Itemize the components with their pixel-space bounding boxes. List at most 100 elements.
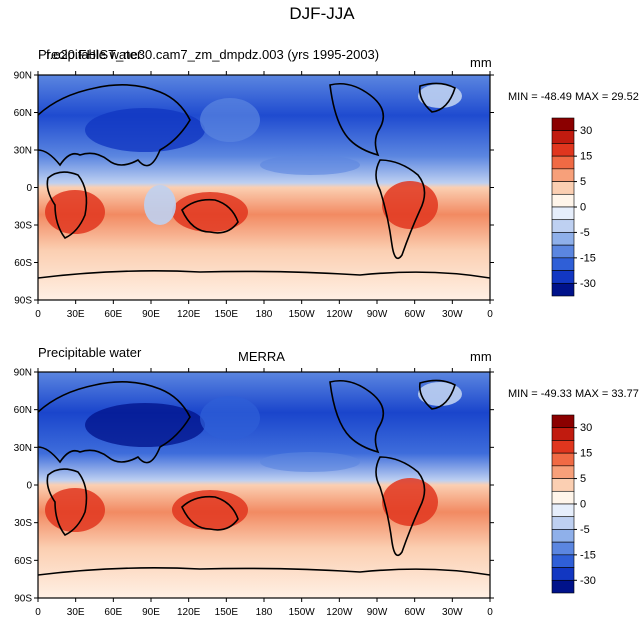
panel1-colorbar-box [551,244,575,259]
panel1-minmax: MIN = -48.49 MAX = 29.52 [508,91,639,103]
panel1-colorbar-box [551,181,575,195]
panel1-colorbar-box [551,206,575,221]
panel2-lon-label: 90W [367,607,388,618]
panel2-lat-label: 30N [14,443,32,454]
panel1-lon-label: 90W [367,309,388,320]
panel2-center-title: MERRA [238,349,285,364]
panel1-colorbar-label: 0 [580,202,586,214]
panel2-colorbar-box [551,465,575,479]
panel1-colorbar-box [551,143,575,157]
panel2-lon-label: 60E [104,607,122,618]
panel2-lon-label: 30W [442,607,463,618]
panel1-left-title: Precipitable water [38,47,142,62]
panel1-colorbar-box [551,257,575,271]
panel2-lon-label: 150W [289,607,316,618]
panel2-colorbar-label: 0 [580,499,586,511]
panel1-lon-label: 120E [177,309,201,320]
panel1-colorbar-box [551,193,575,208]
panel1-colorbar-box [551,130,575,144]
panel1-colorbar-box [551,155,575,170]
panel2-units: mm [470,349,492,364]
panel2-lon-label: 30E [67,607,85,618]
panel2-colorbar-label: 15 [580,448,592,460]
panel2-colorbar-box [551,490,575,505]
panel1-lon-label: 30W [442,309,463,320]
panel1-colorbar-box [551,270,575,284]
panel2-lat-label: 90N [14,368,32,379]
panel1-colorbar-label: 5 [580,176,586,188]
panel1-lon-label: 150W [289,309,316,320]
panel2-colorbar-box [551,427,575,441]
panel2-left-title: Precipitable water [38,345,142,360]
panel2-lon-label: 60W [404,607,425,618]
panel2-lat-label: 60N [14,405,32,416]
panel2-colorbar-box [551,567,575,581]
panel1-lon-label: 150E [215,309,239,320]
panel1-colorbar-box [551,219,575,233]
panel1-lat-label: 90S [14,296,32,307]
panel2-lon-label: 0 [35,607,41,618]
panel1-center-title: f.e20.FHIST_ne30.cam7_zm_dmpdz.003 (yrs … [46,47,380,62]
panel2-lon-label: 0 [487,607,493,618]
panel2-lon-label: 120E [177,607,201,618]
panel1-units: mm [470,55,492,70]
panel1-colorbar-box [551,117,575,132]
panel1-colorbar-label: -15 [580,252,596,264]
panel1-lat-label: 60N [14,108,32,119]
panel2-colorbar-box [551,452,575,467]
panel2-colorbar: 30 15 5 0 -5 -15 -30 [551,414,596,594]
panel1-lon-label: 60W [404,309,425,320]
figure-title: DJF-JJA [289,4,355,23]
panel1-lat-label: 90N [14,71,32,82]
panel2-colorbar-label: -30 [580,575,596,587]
panel1-lat-label: 30N [14,146,32,157]
panel1-lon-label: 120W [326,309,353,320]
panel2-colorbar-label: 30 [580,422,592,434]
panel2-lon-label: 90E [142,607,160,618]
panel1-colorbar-label: 15 [580,151,592,163]
panel1-lat-label: 0 [26,183,32,194]
panel2-coastlines [38,379,490,576]
panel2-map [37,371,491,599]
panel1-colorbar-box [551,232,575,246]
panel2-colorbar-box [551,541,575,556]
panel2-lon-label: 120W [326,607,353,618]
panel2-lat-label: 60S [14,556,32,567]
panel1-anomaly-blobs [45,84,462,234]
panel1-colorbar-box [551,282,575,297]
panel2-lat-label: 90S [14,594,32,605]
panel1-colorbar-label: 30 [580,125,592,137]
panel2-lat-label: 0 [26,481,32,492]
panel1-lon-label: 60E [104,309,122,320]
panel1-lon-label: 0 [35,309,41,320]
panel2-colorbar-label: 5 [580,473,586,485]
panel2-colorbar-box [551,554,575,568]
panel2-colorbar-box [551,503,575,518]
panel1-colorbar-label: -5 [580,227,590,239]
panel2-colorbar-box [551,414,575,429]
panel1-colorbar-label: -30 [580,278,596,290]
panel2-lon-label: 150E [215,607,239,618]
panel1-lon-label: 90E [142,309,160,320]
panel2-colorbar-label: -15 [580,549,596,561]
panel2-colorbar-box [551,529,575,543]
panel1-lon-label: 180 [256,309,273,320]
panel1-lon-label: 0 [487,309,493,320]
panel1-coastlines [38,82,490,279]
panel1-colorbar: 30 15 5 0 -5 -15 -30 [551,117,596,297]
panel1-lat-label: 60S [14,258,32,269]
panel1-lat-label: 30S [14,221,32,232]
panel2-colorbar-box [551,440,575,454]
panel2-lat-label: 30S [14,518,32,529]
panel2-minmax: MIN = -49.33 MAX = 33.77 [508,388,639,400]
panel2-colorbar-box [551,516,575,530]
panel2-colorbar-box [551,478,575,492]
panel2-lon-label: 180 [256,607,273,618]
panel2-colorbar-label: -5 [580,524,590,536]
panel1-colorbar-box [551,168,575,182]
panel1-map [37,74,491,301]
panel2-colorbar-box [551,579,575,594]
